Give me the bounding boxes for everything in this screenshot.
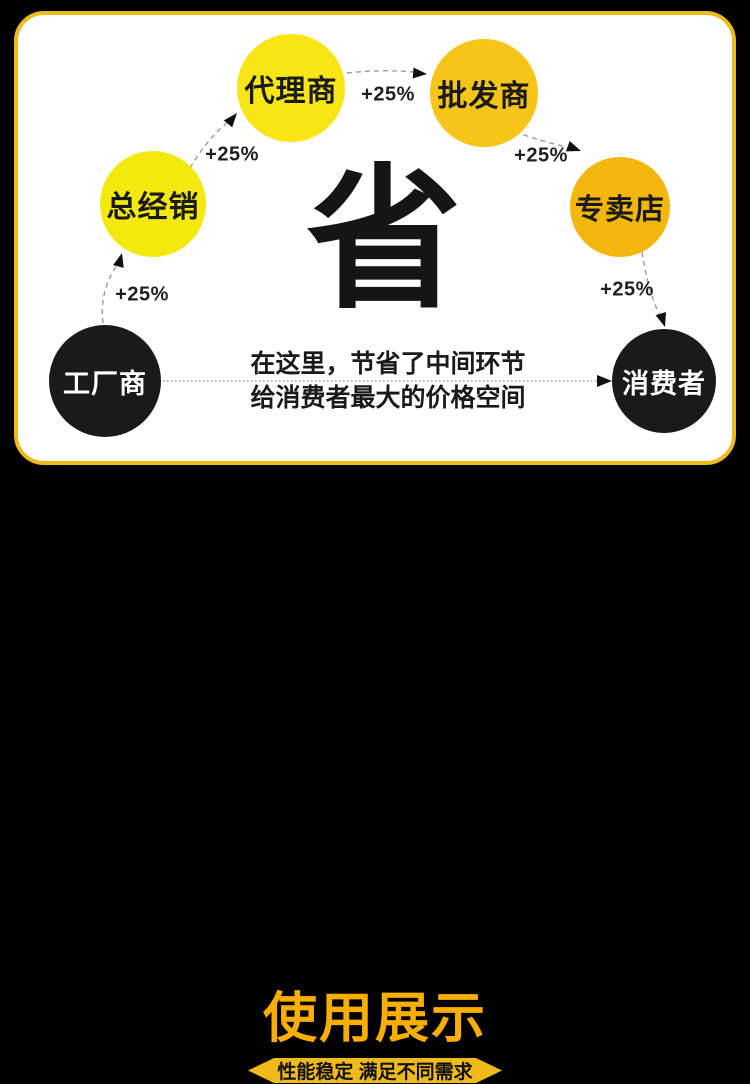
node-general-distributor: 总经销 [100,151,206,257]
markup-label: +25% [600,278,654,301]
node-wholesaler: 批发商 [430,39,538,147]
footer-title: 使用展示 [263,988,487,1049]
node-factory: 工厂商 [49,325,161,437]
node-agent: 代理商 [237,34,345,142]
footer-ribbon-text: 性能稳定 满足不同需求 [277,1062,473,1083]
markup-label: +25% [205,143,259,166]
markup-label: +25% [115,283,169,306]
save-character: 省 [306,153,462,327]
node-specialty-store: 专卖店 [570,157,670,257]
footer-ribbon: 性能稳定 满足不同需求 [248,1058,502,1083]
center-note: 在这里，节省了中间环节 给消费者最大的价格空间 [250,347,525,415]
center-note-line2: 给消费者最大的价格空间 [250,384,526,412]
markup-label: +25% [361,83,415,106]
markup-label: +25% [514,144,568,167]
node-consumer: 消费者 [612,329,716,433]
footer-section: 使用展示 性能稳定 满足不同需求 [0,463,750,638]
promo-graphic: 工厂商 总经销 代理商 批发商 专卖店 消费者 +25% +25% +25% +… [0,11,750,638]
center-note-line1: 在这里，节省了中间环节 [250,350,526,378]
